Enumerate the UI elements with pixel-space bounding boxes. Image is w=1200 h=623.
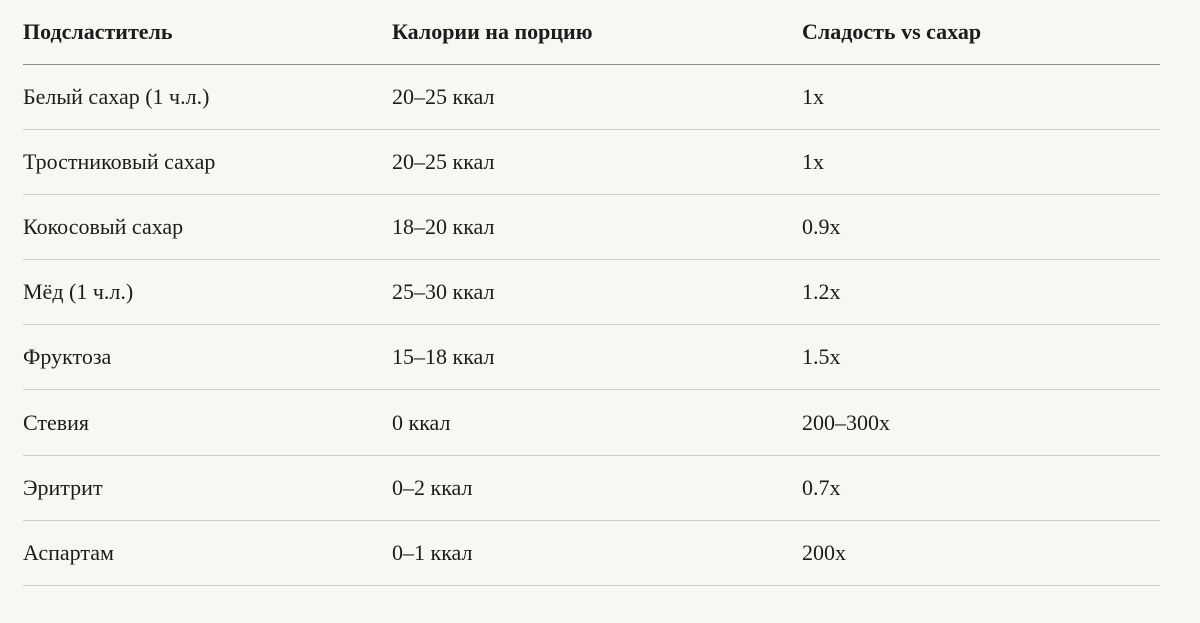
table-header-row: Подсластитель Калории на порцию Сладость… (23, 0, 1160, 65)
cell-calories: 15–18 ккал (392, 344, 495, 370)
cell-sweetener: Белый сахар (1 ч.л.) (23, 84, 210, 110)
header-calories: Калории на порцию (392, 19, 593, 44)
sweeteners-table: Подсластитель Калории на порцию Сладость… (23, 0, 1160, 586)
header-sweetener: Подсластитель (23, 19, 173, 44)
cell-sweetness: 0.9x (802, 214, 841, 240)
cell-sweetness: 200–300x (802, 409, 890, 435)
cell-sweetener: Стевия (23, 409, 90, 435)
table-row: Эритрит 0–2 ккал 0.7x (23, 456, 1160, 521)
table-row: Тростниковый сахар 20–25 ккал 1x (23, 130, 1160, 196)
cell-sweetener: Фруктоза (23, 344, 112, 370)
cell-calories: 0–2 ккал (392, 474, 473, 500)
cell-calories: 18–20 ккал (392, 214, 495, 240)
cell-sweetness: 1x (802, 149, 824, 175)
cell-calories: 20–25 ккал (392, 84, 495, 110)
cell-sweetness: 1.5x (802, 344, 841, 370)
cell-sweetness: 200x (802, 539, 846, 565)
table-row: Фруктоза 15–18 ккал 1.5x (23, 325, 1160, 391)
cell-sweetener: Эритрит (23, 474, 103, 500)
cell-calories: 20–25 ккал (392, 149, 495, 175)
table-row: Белый сахар (1 ч.л.) 20–25 ккал 1x (23, 65, 1160, 131)
cell-calories: 0–1 ккал (392, 539, 473, 565)
cell-sweetness: 0.7x (802, 474, 841, 500)
cell-calories: 0 ккал (392, 409, 451, 435)
table-row: Кокосовый сахар 18–20 ккал 0.9x (23, 195, 1160, 261)
cell-sweetness: 1x (802, 84, 824, 110)
cell-sweetener: Аспартам (23, 539, 114, 565)
table-row: Стевия 0 ккал 200–300x (23, 390, 1160, 456)
table-row: Аспартам 0–1 ккал 200x (23, 521, 1160, 586)
table-row: Мёд (1 ч.л.) 25–30 ккал 1.2x (23, 260, 1160, 326)
cell-sweetener: Кокосовый сахар (23, 214, 184, 240)
cell-calories: 25–30 ккал (392, 279, 495, 305)
cell-sweetener: Тростниковый сахар (23, 149, 216, 175)
cell-sweetness: 1.2x (802, 279, 841, 305)
header-sweetness: Сладость vs сахар (802, 19, 982, 44)
cell-sweetener: Мёд (1 ч.л.) (23, 279, 134, 305)
